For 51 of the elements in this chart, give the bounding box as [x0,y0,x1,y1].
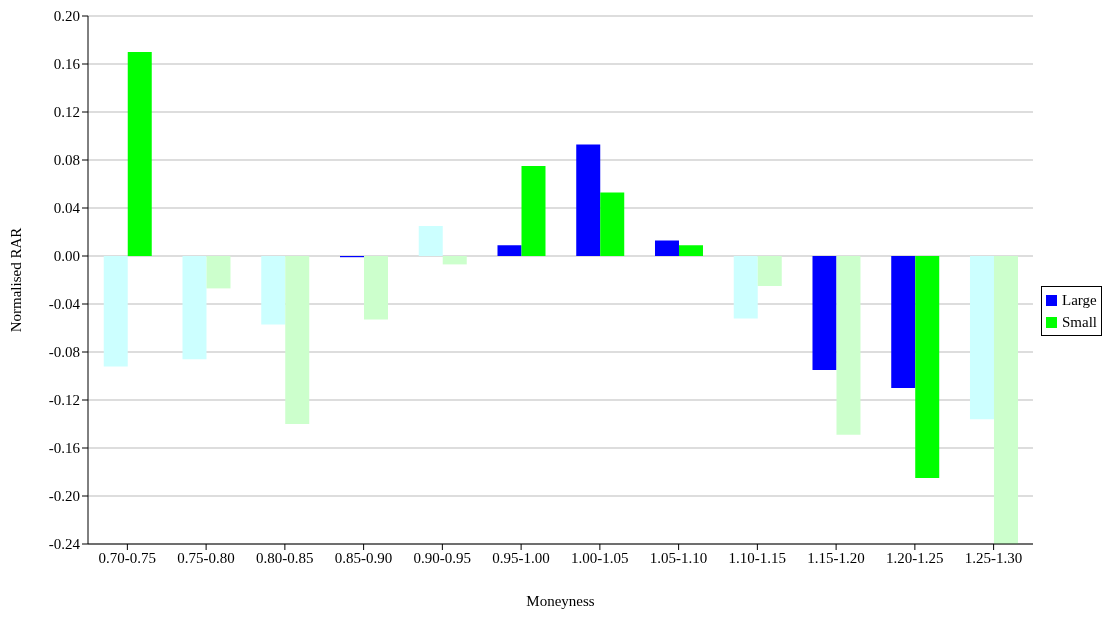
x-tick-label: 0.80-0.85 [256,549,314,566]
y-tick-label: 0.00 [53,248,80,265]
x-tick-label: 1.15-1.20 [807,549,865,566]
bar [497,245,522,256]
bar [600,192,625,256]
bar [915,256,940,478]
bar [891,256,916,388]
bar [182,256,207,360]
bar [836,256,861,435]
bar [757,256,782,286]
bar [678,245,703,256]
x-tick-label: 1.10-1.15 [728,549,787,566]
x-tick-label: 0.70-0.75 [98,549,157,566]
bar [261,256,286,325]
x-axis-title: Moneyness [526,593,595,609]
bar [442,256,467,265]
bar [364,256,388,320]
y-axis-title: Normalised RAR [8,227,25,333]
legend-label: Small [1061,313,1097,332]
bar [576,144,601,256]
y-tick-label: -0.04 [48,296,81,313]
bar [969,256,994,420]
bar [812,256,837,370]
bar [521,166,546,256]
bar [418,226,443,256]
x-tick-label: 0.85-0.90 [334,549,393,566]
y-tick-label: -0.20 [48,488,80,505]
bar [654,240,679,256]
bar [127,52,152,256]
y-tick-label: -0.12 [48,392,80,409]
x-tick-label: 1.05-1.10 [649,549,708,566]
x-tick-label: 1.00-1.05 [571,549,629,566]
bar [993,256,1018,544]
x-tick-label: 1.25-1.30 [964,549,1023,566]
x-tick-label: 0.75-0.80 [177,549,235,566]
bar [206,256,231,289]
legend-label: Large [1061,291,1097,310]
x-tick-label: 0.95-1.00 [492,549,550,566]
bar [733,256,758,319]
y-tick-label: 0.16 [53,56,81,73]
y-tick-label: 0.08 [53,152,80,169]
bar [103,256,128,367]
y-tick-label: 0.04 [53,200,81,217]
y-tick-label: 0.20 [53,8,80,25]
y-tick-label: 0.12 [53,104,80,121]
bar [285,256,310,424]
y-tick-label: -0.08 [48,344,80,361]
y-tick-label: -0.24 [48,536,81,553]
y-tick-label: -0.16 [48,440,81,457]
x-tick-label: 1.20-1.25 [886,549,944,566]
x-tick-label: 0.90-0.95 [413,549,472,566]
